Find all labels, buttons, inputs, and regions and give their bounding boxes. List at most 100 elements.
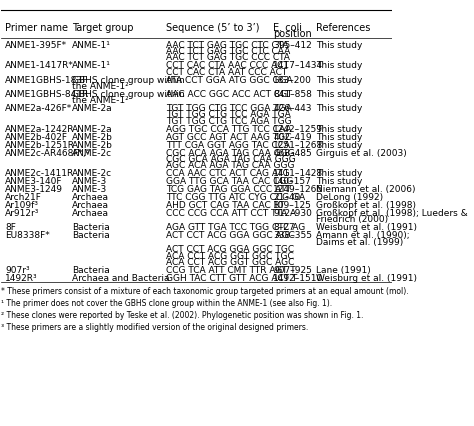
Text: ANME1GBHS-183F: ANME1GBHS-183F xyxy=(5,75,89,84)
Text: ANME-1¹: ANME-1¹ xyxy=(72,41,110,50)
Text: Sequence (5’ to 3’): Sequence (5’ to 3’) xyxy=(165,23,259,32)
Text: 468–485: 468–485 xyxy=(273,148,312,157)
Text: This study: This study xyxy=(316,61,363,70)
Text: AAC ACC GGC ACC ACT CGT: AAC ACC GGC ACC ACT CGT xyxy=(165,89,292,99)
Text: the ANME-1²: the ANME-1² xyxy=(72,96,128,105)
Text: GBHS clone group within: GBHS clone group within xyxy=(72,89,184,99)
Text: Target group: Target group xyxy=(72,23,133,32)
Text: 1411–1428: 1411–1428 xyxy=(273,169,323,178)
Text: ANME1-395F*: ANME1-395F* xyxy=(5,41,67,50)
Text: CCT CAC CTA AAC CCC ACT: CCT CAC CTA AAC CCC ACT xyxy=(165,61,288,70)
Text: TTT CGA GGT AGG TAC CCA: TTT CGA GGT AGG TAC CCA xyxy=(165,140,290,149)
Text: the ANME-1²: the ANME-1² xyxy=(72,82,128,91)
Text: ANME2a-1242R: ANME2a-1242R xyxy=(5,124,75,133)
Text: * These primers consist of a mixture of each taxonomic group targeted primers at: * These primers consist of a mixture of … xyxy=(1,287,409,296)
Text: Lane (1991): Lane (1991) xyxy=(316,265,371,274)
Text: Großkopf et al. (1998); Lueders &: Großkopf et al. (1998); Lueders & xyxy=(316,208,468,218)
Text: Weisburg et al. (1991): Weisburg et al. (1991) xyxy=(316,273,417,282)
Text: CCG TCA ATT CMT TTR AGT T: CCG TCA ATT CMT TTR AGT T xyxy=(165,265,295,274)
Text: Bacteria: Bacteria xyxy=(72,265,109,274)
Text: This study: This study xyxy=(316,124,363,133)
Text: ATA CCT GGA ATG GGC GGA: ATA CCT GGA ATG GGC GGA xyxy=(165,75,292,84)
Text: ³ These primers are a slightly modified version of the original designed primers: ³ These primers are a slightly modified … xyxy=(1,322,309,331)
Text: 1492–1510: 1492–1510 xyxy=(273,273,323,282)
Text: ACT CCT ACG GGA GGC AGC: ACT CCT ACG GGA GGC AGC xyxy=(165,231,294,240)
Text: ANME-2a: ANME-2a xyxy=(72,124,112,133)
Text: 907r³: 907r³ xyxy=(5,265,30,274)
Text: Ar912r³: Ar912r³ xyxy=(5,208,40,218)
Text: This study: This study xyxy=(316,132,363,141)
Text: ANME3-140F: ANME3-140F xyxy=(5,177,63,186)
Text: 1417–1434: 1417–1434 xyxy=(273,61,323,70)
Text: Ar109f³: Ar109f³ xyxy=(5,201,39,210)
Text: ANME2c-1411R: ANME2c-1411R xyxy=(5,169,74,178)
Text: TGT TGG CTG TCC AGA TGA: TGT TGG CTG TCC AGA TGA xyxy=(165,110,291,119)
Text: Friedrich (2000): Friedrich (2000) xyxy=(316,215,388,224)
Text: TCG GAG TAG GGA CCC ATT: TCG GAG TAG GGA CCC ATT xyxy=(165,184,291,194)
Text: 109–125: 109–125 xyxy=(273,201,312,210)
Text: 426–443: 426–443 xyxy=(273,104,312,113)
Text: ACT CCT ACG GGA GGC TGC: ACT CCT ACG GGA GGC TGC xyxy=(165,245,294,254)
Text: AGT GCC AGT ACT AAG TGC: AGT GCC AGT ACT AAG TGC xyxy=(165,132,291,141)
Text: ANME2b-1251R: ANME2b-1251R xyxy=(5,140,75,149)
Text: ² These clones were reported by Teske et al. (2002). Phylogenetic position was s: ² These clones were reported by Teske et… xyxy=(1,311,364,320)
Text: This study: This study xyxy=(316,177,363,186)
Text: GGH TAC CTT GTT ACG ACT T: GGH TAC CTT GTT ACG ACT T xyxy=(165,273,297,282)
Text: ANME1-1417R*: ANME1-1417R* xyxy=(5,61,74,70)
Text: Girguis et al. (2003): Girguis et al. (2003) xyxy=(316,148,407,157)
Text: 907–925: 907–925 xyxy=(273,265,312,274)
Text: 402–419: 402–419 xyxy=(273,132,312,141)
Text: Großkopf et al. (1998): Großkopf et al. (1998) xyxy=(316,201,416,210)
Text: CGC ACA AGA TAG CAA GGG: CGC ACA AGA TAG CAA GGG xyxy=(165,148,294,157)
Text: This study: This study xyxy=(316,75,363,84)
Text: 140–157: 140–157 xyxy=(273,177,312,186)
Text: ANME-2b: ANME-2b xyxy=(72,140,113,149)
Text: Archaea and Bacteria: Archaea and Bacteria xyxy=(72,273,169,282)
Text: TGT TGG CTG TCC AGA TGG: TGT TGG CTG TCC AGA TGG xyxy=(165,116,292,125)
Text: Primer name: Primer name xyxy=(5,23,68,32)
Text: ANME1GBHS-841R: ANME1GBHS-841R xyxy=(5,89,90,99)
Text: ANME2a-426F*: ANME2a-426F* xyxy=(5,104,73,113)
Text: ANME-2c: ANME-2c xyxy=(72,148,112,157)
Text: Daims et al. (1999): Daims et al. (1999) xyxy=(316,237,403,246)
Text: ANME-3: ANME-3 xyxy=(72,184,107,194)
Text: ACA CCT ACG GGT GGC TGC: ACA CCT ACG GGT GGC TGC xyxy=(165,251,293,260)
Text: CCT CAC CTA AAT CCC ACT: CCT CAC CTA AAT CCC ACT xyxy=(165,67,287,77)
Text: 183–200: 183–200 xyxy=(273,75,312,84)
Text: ANME-2b: ANME-2b xyxy=(72,132,113,141)
Text: Archaea: Archaea xyxy=(72,193,109,201)
Text: ANME2c-AR468F*,³: ANME2c-AR468F*,³ xyxy=(5,148,91,157)
Text: 1242–1259: 1242–1259 xyxy=(273,124,323,133)
Text: TTC CGG TTG ATC CYG CCG GA: TTC CGG TTG ATC CYG CCG GA xyxy=(165,193,305,201)
Text: AGG TGC CCA TTG TCC CAA: AGG TGC CCA TTG TCC CAA xyxy=(165,124,291,133)
Text: ANME3-1249: ANME3-1249 xyxy=(5,184,64,194)
Text: GBHS clone group within: GBHS clone group within xyxy=(72,75,184,84)
Text: CCC CCG CCA ATT CCT TTA A: CCC CCG CCA ATT CCT TTA A xyxy=(165,208,296,218)
Text: AAC TCT GAG TGC CTC CTA: AAC TCT GAG TGC CTC CTA xyxy=(165,41,288,50)
Text: E. coli: E. coli xyxy=(273,23,302,32)
Text: Amann et al. (1990);: Amann et al. (1990); xyxy=(316,231,410,240)
Text: ANME2b-402F: ANME2b-402F xyxy=(5,132,68,141)
Text: This study: This study xyxy=(316,104,363,113)
Text: ¹ The primer does not cover the GBHS clone group within the ANME-1 (see also Fig: ¹ The primer does not cover the GBHS clo… xyxy=(1,299,333,308)
Text: Arch21F: Arch21F xyxy=(5,193,42,201)
Text: This study: This study xyxy=(316,169,363,178)
Text: This study: This study xyxy=(316,140,363,149)
Text: EU8338F*: EU8338F* xyxy=(5,231,50,240)
Text: 395–412: 395–412 xyxy=(273,41,312,50)
Text: Archaea: Archaea xyxy=(72,201,109,210)
Text: 1492R³: 1492R³ xyxy=(5,273,38,282)
Text: This study: This study xyxy=(316,89,363,99)
Text: 8–27: 8–27 xyxy=(273,223,295,232)
Text: 841–858: 841–858 xyxy=(273,89,312,99)
Text: CGC GCA AGA TAG CAA GGG: CGC GCA AGA TAG CAA GGG xyxy=(165,155,295,164)
Text: ANME-1¹: ANME-1¹ xyxy=(72,61,110,70)
Text: 912–930: 912–930 xyxy=(273,208,312,218)
Text: ANME-2a: ANME-2a xyxy=(72,104,112,113)
Text: AAC TCT GAG TGC CTC CAA: AAC TCT GAG TGC CTC CAA xyxy=(165,47,290,56)
Text: AAC TCT GAG TGC CCC CTA: AAC TCT GAG TGC CCC CTA xyxy=(165,53,290,62)
Text: 8F: 8F xyxy=(5,223,16,232)
Text: Bacteria: Bacteria xyxy=(72,223,109,232)
Text: References: References xyxy=(316,23,371,32)
Text: This study: This study xyxy=(316,41,363,50)
